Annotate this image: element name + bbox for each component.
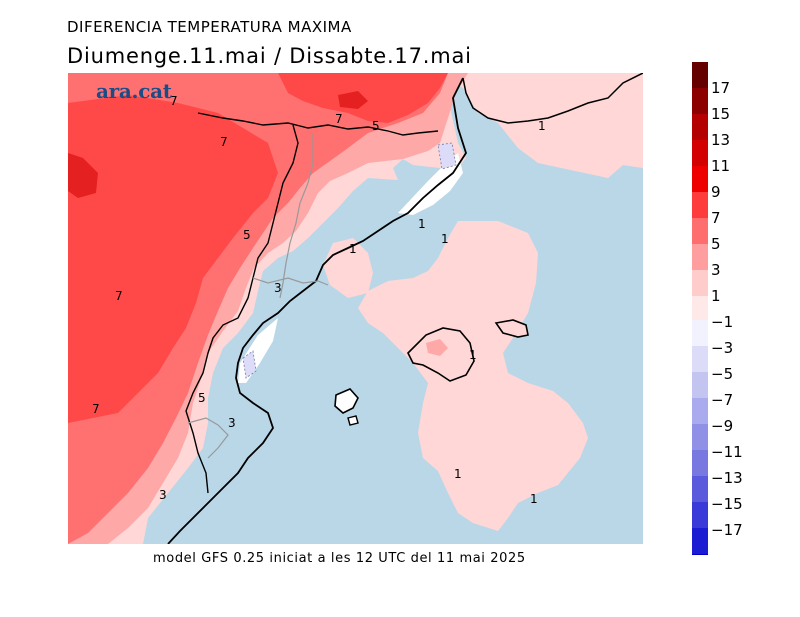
iberian-coastline — [167, 77, 467, 544]
contour-label: 7 — [115, 289, 123, 303]
white-coastal-zone — [398, 153, 463, 215]
colorbar-swatch — [692, 528, 708, 554]
ara-cat-logo: ara.cat — [96, 79, 172, 103]
country-border-pyrenees — [197, 112, 439, 136]
legend-label: −7 — [711, 391, 734, 409]
legend-label: −11 — [711, 443, 743, 461]
colorbar-swatch — [692, 88, 708, 114]
french-coastline — [462, 73, 643, 124]
colorbar-swatch — [692, 424, 708, 450]
contour-label: 1 — [538, 119, 546, 133]
legend-label: −13 — [711, 469, 743, 487]
contour-label: 3 — [274, 281, 282, 295]
contour-label: 1 — [441, 232, 449, 246]
model-footer: model GFS 0.25 iniciat a les 12 UTC del … — [153, 551, 526, 566]
contour-label: 1 — [469, 348, 477, 362]
legend-label: 5 — [711, 235, 721, 253]
colorbar-swatch — [692, 218, 708, 244]
menorca-island — [494, 319, 529, 338]
contour-label: 1 — [349, 242, 357, 256]
colorbar-swatch — [692, 62, 708, 88]
date-range-subtitle: Diumenge.11.mai / Dissabte.17.mai — [67, 44, 472, 68]
colorbar-swatch — [692, 450, 708, 476]
colorbar-swatch — [692, 372, 708, 398]
legend-label: −3 — [711, 339, 734, 357]
colorbar-swatch — [692, 140, 708, 166]
legend-label: −17 — [711, 521, 743, 539]
legend-label: 3 — [711, 261, 721, 279]
legend-label: −9 — [711, 417, 734, 435]
contour-band-9-11 — [68, 153, 98, 198]
colorbar-swatch — [692, 554, 708, 555]
colorbar-swatch — [692, 244, 708, 270]
legend-label: 17 — [711, 79, 731, 97]
map-svg: 7 7 7 5 5 7 7 3 5 3 3 1 1 1 1 1 1 1 — [68, 73, 643, 544]
contour-label: 1 — [530, 492, 538, 506]
province-border-3 — [187, 417, 229, 459]
contour-label: 5 — [198, 391, 206, 405]
colorbar-swatch — [692, 398, 708, 424]
formentera-island — [347, 415, 359, 426]
colorbar-swatch — [692, 476, 708, 502]
colorbar-swatch — [692, 502, 708, 528]
colorbar-swatch — [692, 296, 708, 322]
legend-label: 13 — [711, 131, 731, 149]
province-border-2 — [252, 277, 329, 286]
province-border — [279, 133, 314, 299]
temperature-map: 7 7 7 5 5 7 7 3 5 3 3 1 1 1 1 1 1 1 — [68, 73, 643, 544]
color-scale-bar — [692, 62, 708, 555]
colorbar-swatch — [692, 270, 708, 296]
chart-title: DIFERENCIA TEMPERATURA MAXIMA — [67, 18, 352, 36]
ibiza-island — [334, 388, 359, 414]
light-blue-patch-south — [242, 350, 257, 379]
contour-label: 7 — [170, 94, 178, 108]
legend-label: 7 — [711, 209, 721, 227]
contour-band-7-9 — [68, 95, 278, 423]
contour-label: 3 — [228, 416, 236, 430]
legend-label: 15 — [711, 105, 731, 123]
legend-label: 1 — [711, 287, 721, 305]
contour-label: 5 — [372, 119, 380, 133]
legend-label: −1 — [711, 313, 734, 331]
contour-label: 3 — [159, 488, 167, 502]
colorbar-swatch — [692, 192, 708, 218]
light-blue-patch — [437, 142, 457, 170]
contour-label: 7 — [92, 402, 100, 416]
mallorca-core — [426, 339, 448, 356]
legend-label: −5 — [711, 365, 734, 383]
colorbar-swatch — [692, 114, 708, 140]
contour-label: 5 — [243, 228, 251, 242]
contour-core — [338, 91, 368, 109]
contour-label: 1 — [418, 217, 426, 231]
legend-label: 11 — [711, 157, 731, 175]
contour-label: 7 — [335, 112, 343, 126]
contour-label: 1 — [454, 467, 462, 481]
contour-label: 7 — [220, 135, 228, 149]
offshore-band-balearics — [358, 221, 588, 531]
colorbar-swatch — [692, 320, 708, 346]
legend-label: −15 — [711, 495, 743, 513]
colorbar-swatch — [692, 346, 708, 372]
region-border — [185, 124, 299, 494]
colorbar-swatch — [692, 166, 708, 192]
legend-label: 9 — [711, 183, 721, 201]
